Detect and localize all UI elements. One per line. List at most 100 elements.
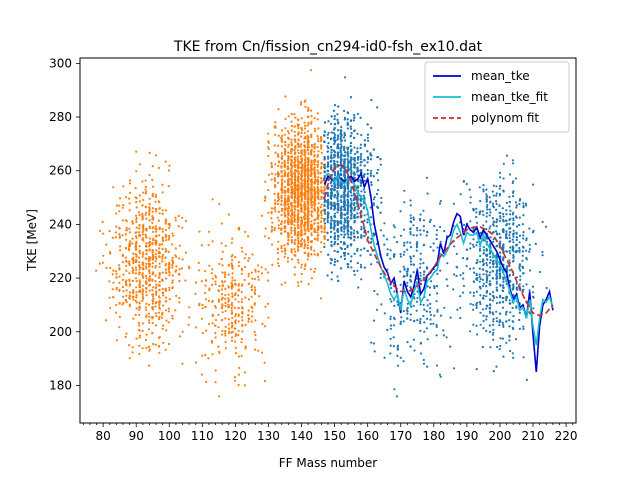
scatter-point bbox=[287, 136, 290, 139]
scatter-point bbox=[138, 308, 141, 311]
scatter-point bbox=[286, 216, 289, 219]
scatter-point bbox=[297, 151, 300, 154]
scatter-point bbox=[425, 310, 428, 313]
scatter-point bbox=[313, 188, 317, 191]
scatter-point bbox=[230, 312, 233, 315]
scatter-point bbox=[379, 158, 382, 161]
scatter-point bbox=[297, 245, 300, 249]
scatter-point bbox=[504, 313, 508, 316]
scatter-point bbox=[350, 214, 353, 217]
scatter-point bbox=[380, 303, 383, 306]
scatter-point bbox=[347, 236, 350, 239]
scatter-point bbox=[131, 242, 134, 245]
scatter-point bbox=[247, 275, 250, 278]
scatter-point bbox=[297, 258, 300, 261]
scatter-point bbox=[416, 319, 419, 322]
scatter-point bbox=[294, 116, 297, 119]
scatter-point bbox=[319, 137, 322, 140]
scatter-point bbox=[319, 181, 323, 184]
scatter-point bbox=[499, 337, 502, 340]
scatter-point bbox=[135, 150, 138, 153]
scatter-point bbox=[290, 143, 293, 146]
scatter-point bbox=[356, 236, 359, 239]
scatter-point bbox=[181, 267, 184, 270]
scatter-point bbox=[350, 231, 353, 234]
scatter-point bbox=[317, 215, 320, 218]
scatter-point bbox=[303, 202, 306, 205]
scatter-point bbox=[128, 231, 131, 234]
scatter-point bbox=[138, 231, 141, 234]
scatter-point bbox=[138, 286, 141, 289]
scatter-point bbox=[205, 329, 208, 332]
scatter-point bbox=[271, 225, 274, 229]
scatter-point bbox=[290, 159, 294, 162]
scatter-point bbox=[162, 324, 165, 327]
scatter-point bbox=[502, 355, 505, 358]
scatter-point bbox=[439, 375, 442, 378]
scatter-point bbox=[197, 261, 200, 264]
scatter-point bbox=[363, 219, 366, 222]
scatter-point bbox=[498, 312, 501, 315]
scatter-point bbox=[296, 157, 299, 160]
scatter-point bbox=[522, 214, 525, 217]
scatter-point bbox=[326, 133, 329, 136]
scatter-point bbox=[118, 281, 121, 284]
scatter-point bbox=[326, 163, 330, 166]
scatter-point bbox=[471, 243, 475, 246]
scatter-point bbox=[214, 283, 217, 286]
scatter-point bbox=[310, 143, 313, 147]
scatter-point bbox=[281, 208, 284, 211]
scatter-point bbox=[469, 201, 472, 204]
scatter-point bbox=[300, 179, 303, 182]
scatter-point bbox=[304, 135, 307, 138]
scatter-point bbox=[396, 354, 399, 357]
scatter-point bbox=[512, 229, 515, 232]
scatter-point bbox=[433, 314, 436, 317]
scatter-point bbox=[141, 322, 144, 325]
scatter-point bbox=[178, 273, 181, 276]
scatter-point bbox=[141, 217, 144, 220]
scatter-point bbox=[231, 267, 234, 270]
scatter-point bbox=[135, 291, 138, 294]
scatter-point bbox=[138, 290, 141, 293]
scatter-point bbox=[155, 315, 158, 318]
scatter-point bbox=[230, 263, 233, 266]
scatter-point bbox=[283, 244, 286, 247]
scatter-point bbox=[472, 245, 475, 248]
scatter-point bbox=[498, 211, 501, 214]
scatter-point bbox=[359, 184, 362, 187]
scatter-point bbox=[360, 278, 363, 281]
scatter-point bbox=[337, 204, 340, 207]
scatter-point bbox=[514, 215, 518, 218]
scatter-point bbox=[118, 268, 121, 271]
scatter-point bbox=[356, 167, 359, 170]
scatter-point bbox=[511, 195, 515, 198]
scatter-point bbox=[293, 206, 296, 209]
scatter-point bbox=[270, 217, 273, 220]
scatter-point bbox=[164, 256, 167, 259]
scatter-point bbox=[118, 326, 121, 329]
scatter-point bbox=[347, 206, 350, 209]
scatter-point bbox=[155, 193, 158, 196]
scatter-point bbox=[309, 153, 313, 156]
scatter-point bbox=[283, 211, 286, 214]
scatter-point bbox=[267, 141, 270, 144]
scatter-point bbox=[280, 200, 283, 203]
scatter-point bbox=[134, 243, 137, 246]
scatter-point bbox=[310, 178, 313, 181]
scatter-point bbox=[297, 209, 300, 212]
scatter-point bbox=[326, 193, 329, 196]
scatter-point bbox=[521, 291, 524, 294]
scatter-point bbox=[221, 281, 224, 284]
scatter-point bbox=[509, 311, 512, 314]
scatter-point bbox=[148, 289, 151, 292]
scatter-point bbox=[293, 138, 296, 141]
scatter-point bbox=[475, 211, 478, 214]
scatter-point bbox=[147, 257, 151, 260]
scatter-point bbox=[336, 208, 339, 211]
scatter-point bbox=[462, 257, 465, 260]
scatter-point bbox=[509, 252, 512, 255]
scatter-point bbox=[330, 258, 333, 261]
scatter-point bbox=[369, 174, 372, 177]
scatter-point bbox=[119, 249, 122, 252]
